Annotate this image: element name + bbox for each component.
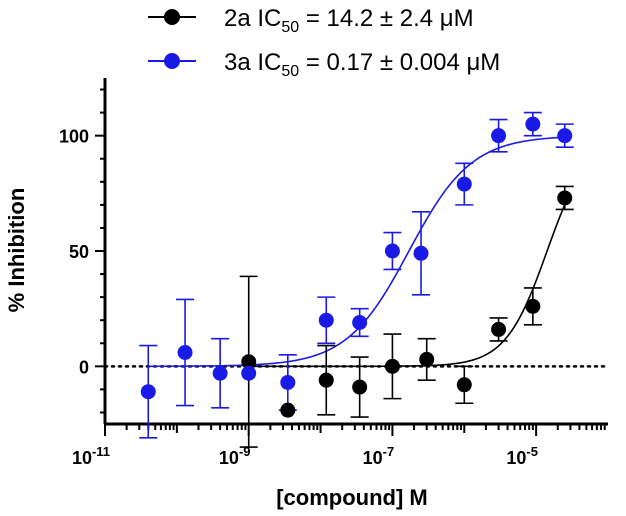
legend-entry-2a: 2a IC50 = 14.2 ± 2.4 μM (148, 5, 474, 36)
data-point-3a (491, 128, 507, 144)
data-point-2a (525, 298, 541, 314)
data-point-2a (384, 358, 400, 374)
x-tick-label: 10-7 (363, 444, 395, 468)
data-point-2a (456, 377, 472, 393)
y-tick-label: 50 (69, 242, 89, 262)
data-point-2a (352, 379, 368, 395)
data-point-2a (557, 190, 573, 206)
fit-curve-3a (148, 136, 565, 368)
legend-marker-2a (164, 9, 180, 25)
x-axis-title: [compound] M (276, 485, 428, 510)
data-point-3a (352, 315, 368, 331)
data-points (140, 116, 573, 418)
data-point-3a (456, 176, 472, 192)
legend: 2a IC50 = 14.2 ± 2.4 μM 3a IC50 = 0.17 ±… (148, 5, 500, 80)
data-point-2a (241, 354, 257, 370)
y-axis-title: % Inhibition (4, 188, 29, 313)
x-tick-label: 10-11 (72, 444, 110, 468)
data-point-2a (491, 321, 507, 337)
data-point-3a (384, 243, 400, 259)
data-point-2a (419, 351, 435, 367)
data-point-3a (280, 374, 296, 390)
data-point-3a (140, 384, 156, 400)
error-bars (139, 111, 574, 448)
data-point-3a (241, 365, 257, 381)
data-point-2a (280, 402, 296, 418)
legend-label-3a: 3a IC50 = 0.17 ± 0.004 μM (224, 49, 500, 80)
y-tick-label: 100 (59, 127, 89, 147)
fit-curve-2a (248, 204, 566, 368)
y-tick-label: 0 (79, 357, 89, 377)
data-point-3a (177, 344, 193, 360)
fit-curves (148, 136, 566, 368)
data-point-2a (318, 372, 334, 388)
data-point-3a (212, 365, 228, 381)
data-point-3a (525, 116, 541, 132)
x-tick-label: 10-9 (219, 444, 251, 468)
axes: 0 50 100 10-11 10-9 10-7 10-5 (59, 78, 608, 468)
data-point-3a (318, 312, 334, 328)
data-point-3a (557, 128, 573, 144)
legend-entry-3a: 3a IC50 = 0.17 ± 0.004 μM (148, 49, 500, 80)
legend-marker-3a (164, 53, 180, 69)
x-tick-label: 10-5 (506, 444, 538, 468)
legend-label-2a: 2a IC50 = 14.2 ± 2.4 μM (224, 5, 474, 36)
data-point-3a (413, 245, 429, 261)
